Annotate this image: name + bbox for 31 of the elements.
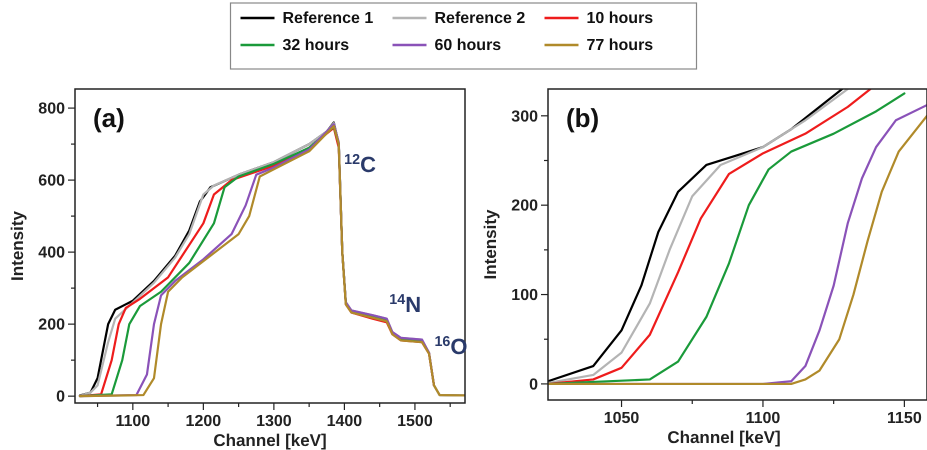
x-tick-label: 1200 [186, 413, 222, 430]
y-tick-label: 0 [56, 388, 66, 406]
x-tick-label: 1100 [115, 413, 150, 430]
y-tick-label: 200 [38, 316, 66, 334]
annotation: $^{14}$N [389, 292, 422, 317]
x-tick-label: 1100 [746, 410, 780, 427]
x-axis-title: Channel [keV] [213, 431, 327, 450]
legend-label: 77 hours [586, 37, 654, 54]
y-tick-label: 200 [511, 198, 538, 215]
y-tick-label: 600 [38, 172, 66, 190]
legend-label: Reference 2 [434, 10, 526, 27]
legend-label: 10 hours [586, 10, 654, 27]
x-axis-title: Channel [keV] [667, 428, 781, 447]
x-tick-label: 1050 [604, 410, 640, 427]
y-tick-label: 0 [529, 376, 538, 394]
x-tick-label: 1500 [397, 413, 433, 430]
legend-label: 32 hours [282, 37, 350, 54]
y-tick-label: 800 [38, 100, 66, 118]
x-tick-label: 1300 [256, 413, 292, 430]
y-tick-label: 400 [38, 244, 66, 262]
annotation: (b) [566, 103, 600, 133]
y-axis-title: Intensity [8, 210, 27, 281]
x-tick-label: 1400 [326, 413, 362, 430]
annotation: (a) [93, 103, 125, 133]
x-tick-label: 1150 [887, 410, 922, 427]
legend-label: 60 hours [434, 37, 502, 54]
y-axis-title: Intensity [481, 209, 500, 280]
y-tick-label: 300 [511, 108, 538, 126]
y-tick-label: 100 [511, 287, 538, 304]
legend-label: Reference 1 [282, 10, 374, 27]
annotation: $^{12}$C [344, 152, 376, 178]
